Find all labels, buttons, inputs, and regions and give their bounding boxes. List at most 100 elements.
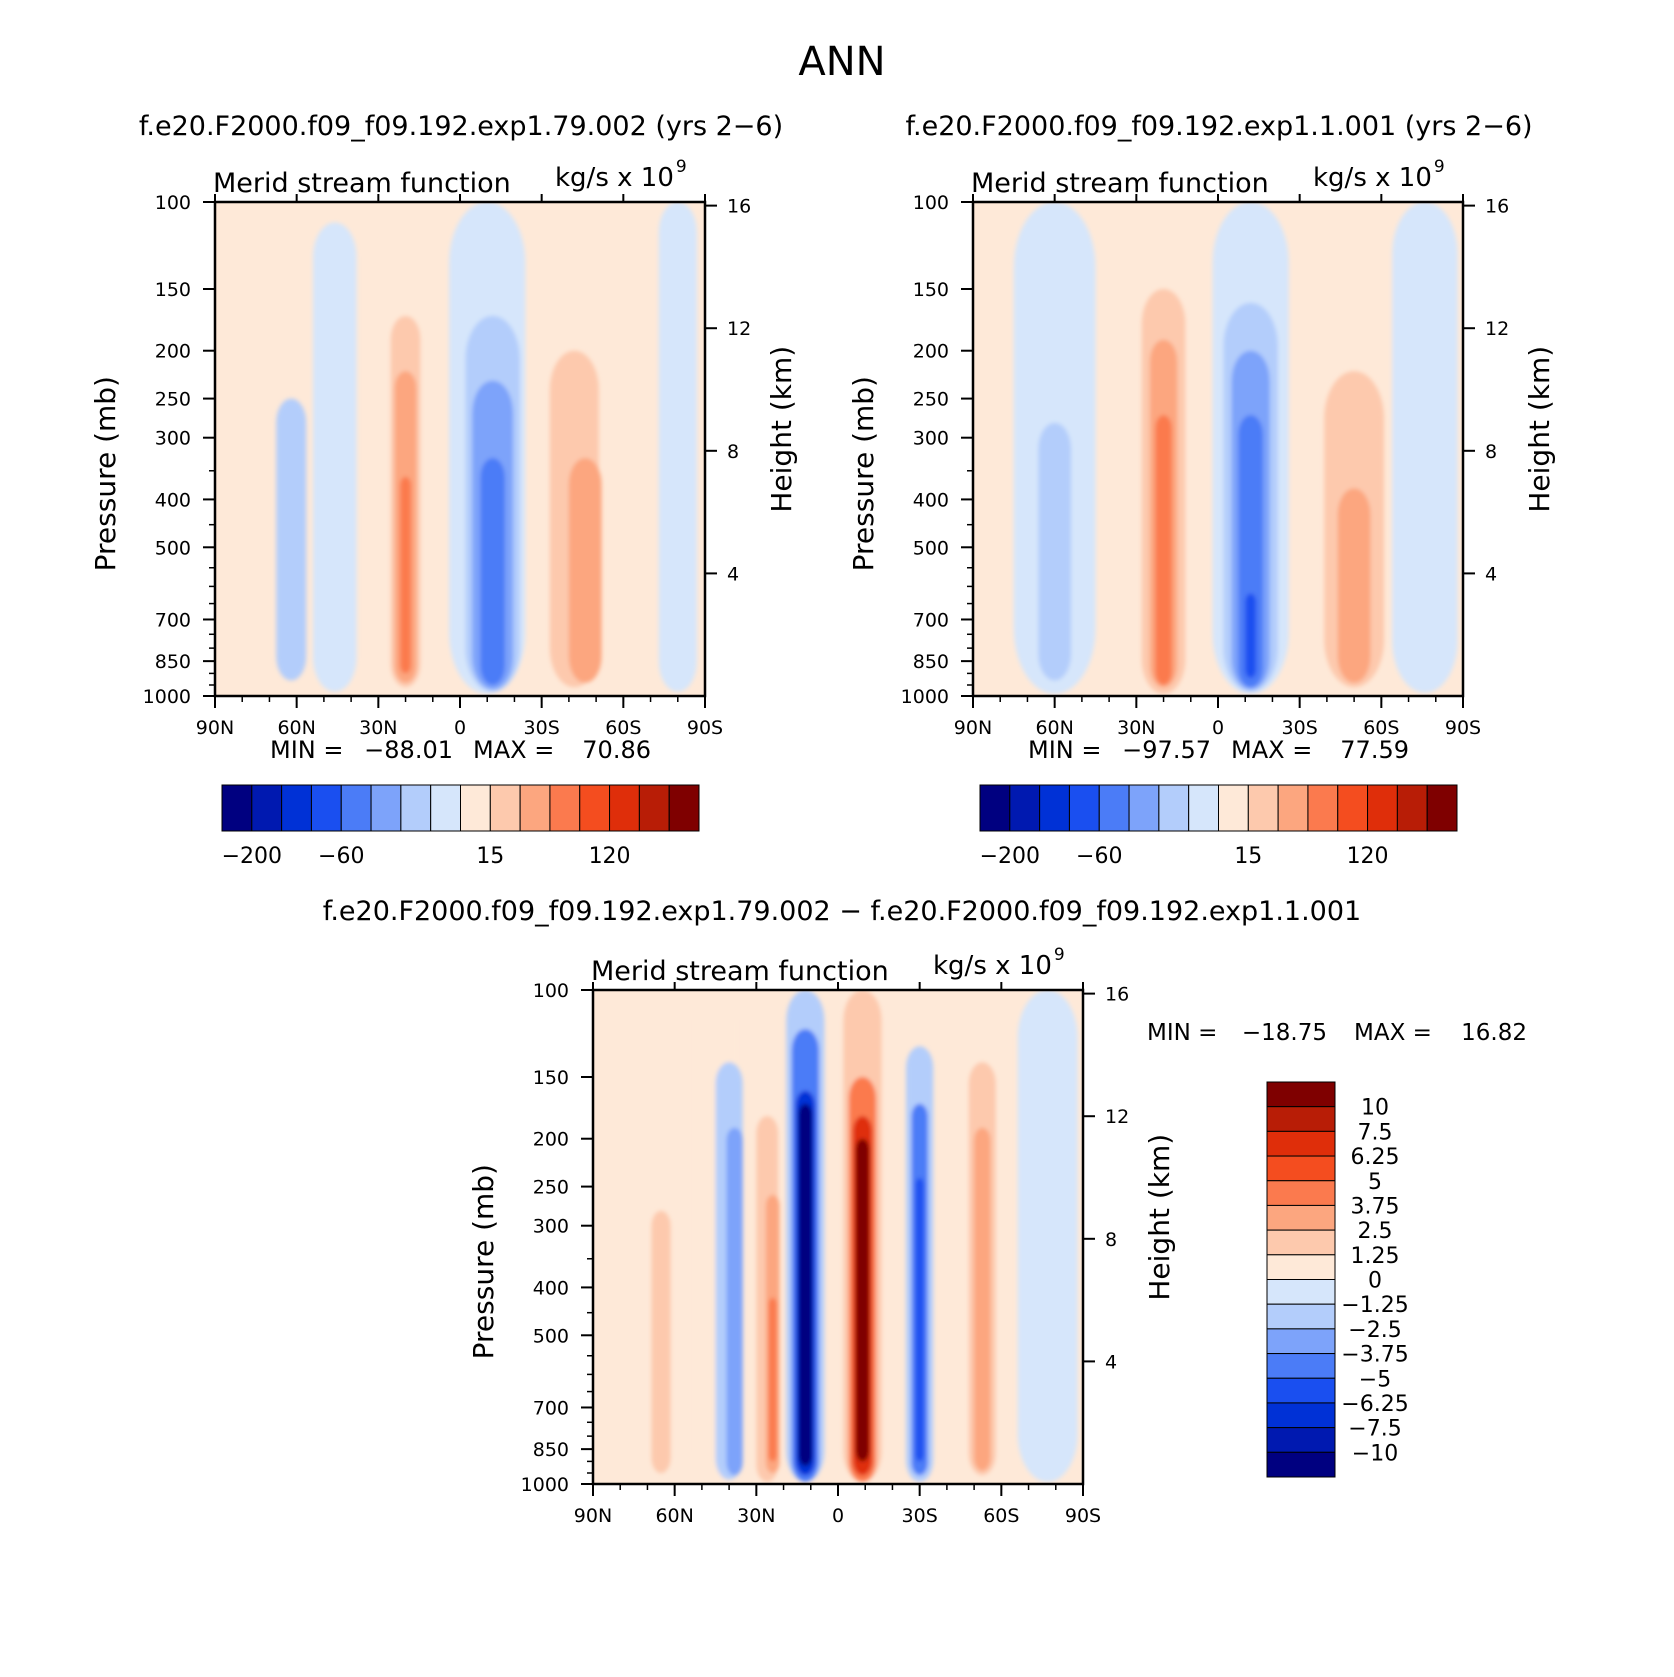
max-value: 77.59 xyxy=(1340,736,1409,764)
colorbar-box xyxy=(1158,784,1190,832)
colorbar-label: −1.25 xyxy=(1341,1293,1408,1318)
y2-tick-label: 8 xyxy=(1105,1229,1117,1251)
colorbar-box xyxy=(1396,784,1428,832)
y-tick-label: 500 xyxy=(913,537,949,559)
contour-cell xyxy=(726,1127,743,1476)
contour-cell xyxy=(615,202,654,694)
y-tick-label: 400 xyxy=(155,489,191,511)
max-label: MAX = xyxy=(1354,1020,1432,1046)
colorbar-box xyxy=(1266,1451,1336,1478)
y2-axis: 16 12 8 4 Height (km) xyxy=(1083,984,1176,1373)
colorbar-box xyxy=(1266,1402,1336,1429)
x-tick-label: 60S xyxy=(605,717,641,739)
contour-fill xyxy=(276,202,697,694)
max-label: MAX = xyxy=(1231,736,1312,764)
y-tick-label: 850 xyxy=(533,1439,569,1461)
min-value: −88.01 xyxy=(364,736,453,764)
y-tick-label: 850 xyxy=(913,651,949,673)
panel-subtitle: Merid stream function xyxy=(213,168,511,199)
y2-axis-label: Height (km) xyxy=(1523,346,1556,513)
colorbar-box xyxy=(668,784,700,832)
contour-cell xyxy=(915,1177,924,1462)
panel3: f.e20.F2000.f09_f09.192.exp1.79.002 − f.… xyxy=(323,896,1527,1527)
y-tick-label: 150 xyxy=(533,1067,569,1089)
min-label: MIN = xyxy=(270,736,343,764)
x-tick-label: 90N xyxy=(196,717,234,739)
y2-tick-label: 4 xyxy=(1485,563,1497,585)
y2-tick-label: 12 xyxy=(727,318,751,340)
contour-cell xyxy=(798,1103,813,1467)
contour-fill xyxy=(651,990,1078,1482)
contour-fill xyxy=(1013,202,1458,694)
colorbar-box xyxy=(1266,1427,1336,1453)
units-exponent: 9 xyxy=(1434,157,1445,177)
colorbar-label: −200 xyxy=(980,844,1040,869)
colorbar-box xyxy=(251,784,283,832)
contour-cell xyxy=(658,202,697,692)
contour-cell xyxy=(1038,422,1071,681)
colorbar-label: −6.25 xyxy=(1341,1392,1408,1417)
colorbar-box xyxy=(1218,784,1249,832)
colorbar-box xyxy=(310,784,342,832)
colorbar-box xyxy=(979,784,1011,832)
colorbar-box xyxy=(370,784,402,832)
colorbar-box xyxy=(1188,784,1219,832)
units-label: kg/s x 10 xyxy=(933,951,1052,981)
colorbar-box xyxy=(400,784,432,832)
colorbar-box xyxy=(638,784,670,832)
x-tick-label: 60S xyxy=(1363,717,1399,739)
colorbar-box xyxy=(1277,784,1309,832)
y-tick-label: 700 xyxy=(533,1397,569,1419)
colorbar-box xyxy=(1266,1204,1336,1231)
panel1: f.e20.F2000.f09_f09.192.exp1.79.002 (yrs… xyxy=(89,111,798,869)
colorbar-box xyxy=(609,784,640,832)
colorbar-label: 15 xyxy=(476,844,504,869)
x-tick-label: 30S xyxy=(1282,717,1318,739)
colorbar-box xyxy=(430,784,461,832)
y-tick-label: 100 xyxy=(155,192,191,214)
contour-cell xyxy=(855,1138,870,1462)
min-max: MIN = −88.01 MAX = 70.86 xyxy=(270,736,651,764)
y-tick-label: 500 xyxy=(155,537,191,559)
y-tick-label: 200 xyxy=(913,341,949,363)
colorbar-box xyxy=(1337,784,1369,832)
y-axis-label: Pressure (mb) xyxy=(847,376,880,571)
colorbar-box xyxy=(281,784,312,832)
max-value: 16.82 xyxy=(1461,1020,1527,1046)
colorbar-box xyxy=(1266,1130,1336,1157)
y-tick-label: 1000 xyxy=(521,1474,569,1496)
contour-cell xyxy=(568,458,602,683)
y-axis: 100 150 200 250 300 400 500 700 850 1000 Pressure … xyxy=(89,192,215,708)
y2-tick-label: 12 xyxy=(1485,318,1509,340)
y-tick-label: 200 xyxy=(155,341,191,363)
x-tick-label: 0 xyxy=(1212,717,1224,739)
colorbar: 107.56.2553.752.51.250−1.25−2.5−3.75−5−6… xyxy=(1266,1081,1409,1478)
colorbar-label: 2.5 xyxy=(1358,1219,1393,1244)
contour-cell xyxy=(1017,990,1078,1482)
min-max: MIN = −18.75 MAX = 16.82 xyxy=(1147,1020,1527,1046)
contour-cell xyxy=(1392,202,1458,693)
max-value: 70.86 xyxy=(582,736,651,764)
y-tick-label: 300 xyxy=(913,428,949,450)
x-tick-label: 90S xyxy=(1445,717,1481,739)
y2-tick-label: 8 xyxy=(727,441,739,463)
x-axis: 90N 60N 30N 0 30S 60S 90S xyxy=(196,194,723,739)
contour-cell xyxy=(768,1297,777,1462)
colorbar-box xyxy=(1266,1106,1336,1132)
x-tick-label: 60N xyxy=(277,717,315,739)
y2-axis: 16 12 8 4 Height (km) xyxy=(1463,196,1556,585)
units-exponent: 9 xyxy=(676,157,687,177)
x-tick-label: 90N xyxy=(574,1505,612,1527)
colorbar-label: 10 xyxy=(1361,1096,1389,1121)
y-tick-label: 250 xyxy=(913,389,949,411)
y-axis: 100 150 200 250 300 400 500 700 850 1000 Pressure … xyxy=(467,980,593,1496)
y-tick-label: 400 xyxy=(913,489,949,511)
colorbar-box xyxy=(460,784,491,832)
colorbar-box xyxy=(1367,784,1398,832)
colorbar: −200 −60 15 120 xyxy=(221,784,700,869)
y2-tick-label: 8 xyxy=(1485,441,1497,463)
x-tick-label: 60S xyxy=(983,1505,1019,1527)
contour-cell xyxy=(1245,593,1257,679)
colorbar-box xyxy=(549,784,581,832)
y2-tick-label: 16 xyxy=(727,196,751,218)
